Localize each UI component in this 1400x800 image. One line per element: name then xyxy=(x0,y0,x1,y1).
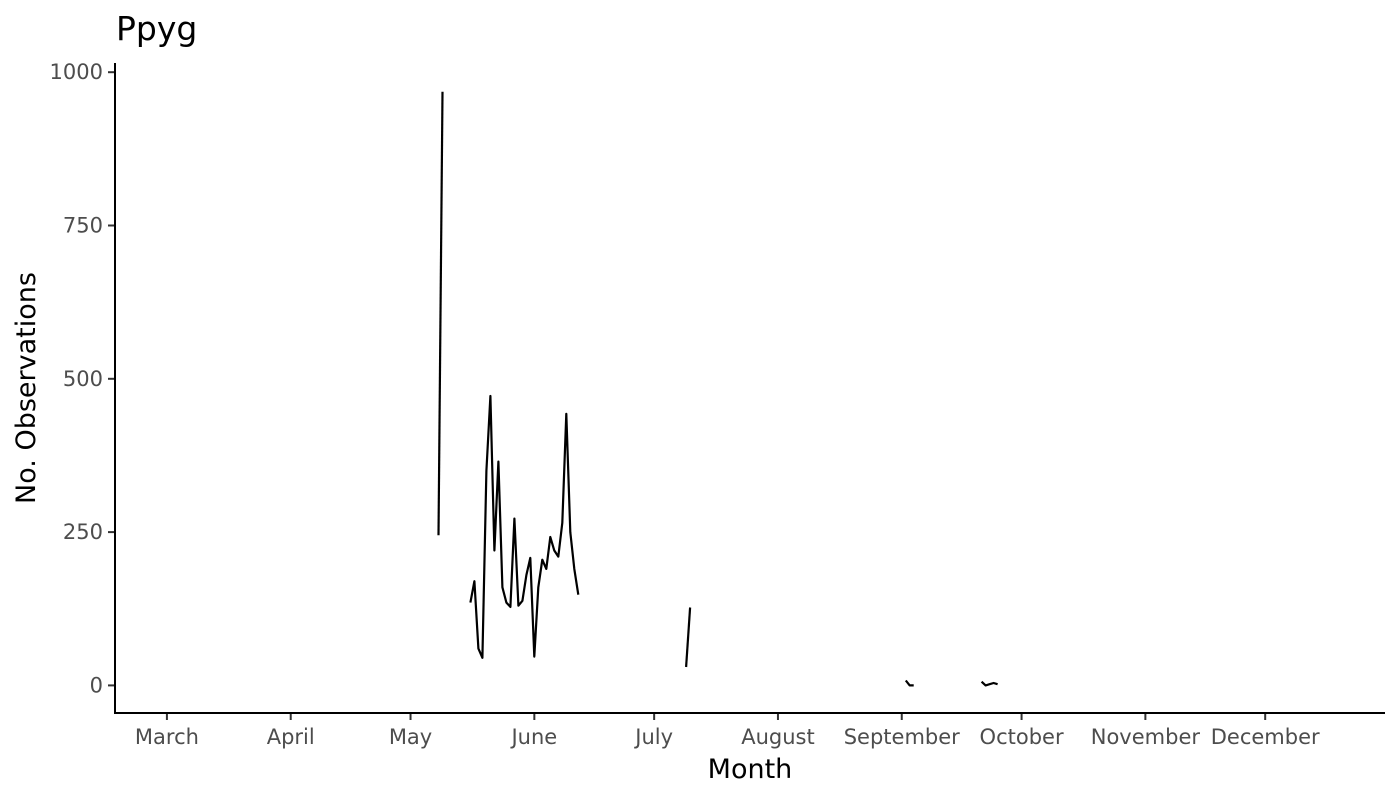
series-lines xyxy=(437,91,998,687)
x-tick-label-5: August xyxy=(741,725,815,749)
line-segment-3 xyxy=(904,679,914,687)
line-segment-4 xyxy=(980,680,998,687)
x-tick-label-3: June xyxy=(509,725,557,749)
x-axis-ticks: March April May June July August September Octo… xyxy=(135,713,1320,749)
y-axis-title: No. Observations xyxy=(11,272,42,504)
y-tick-label-2: 500 xyxy=(63,367,103,391)
line-segment-0 xyxy=(437,91,444,536)
x-axis-title: Month xyxy=(708,754,793,785)
line-segment-1 xyxy=(469,394,580,659)
x-tick-label-2: May xyxy=(389,725,432,749)
x-tick-label-6: September xyxy=(844,725,960,749)
line-segment-2 xyxy=(685,607,692,668)
x-tick-label-7: October xyxy=(980,725,1064,749)
x-tick-label-9: December xyxy=(1211,725,1320,749)
y-tick-label-0: 0 xyxy=(90,673,103,697)
y-tick-label-1: 250 xyxy=(63,520,103,544)
y-axis-ticks: 0 250 500 750 1000 xyxy=(50,60,115,697)
x-tick-label-0: March xyxy=(135,725,199,749)
x-tick-label-8: November xyxy=(1091,725,1201,749)
chart-title: Ppyg xyxy=(116,9,197,48)
x-tick-label-1: April xyxy=(267,725,315,749)
y-tick-label-4: 1000 xyxy=(50,60,103,84)
x-tick-label-4: July xyxy=(633,725,673,749)
y-tick-label-3: 750 xyxy=(63,214,103,238)
